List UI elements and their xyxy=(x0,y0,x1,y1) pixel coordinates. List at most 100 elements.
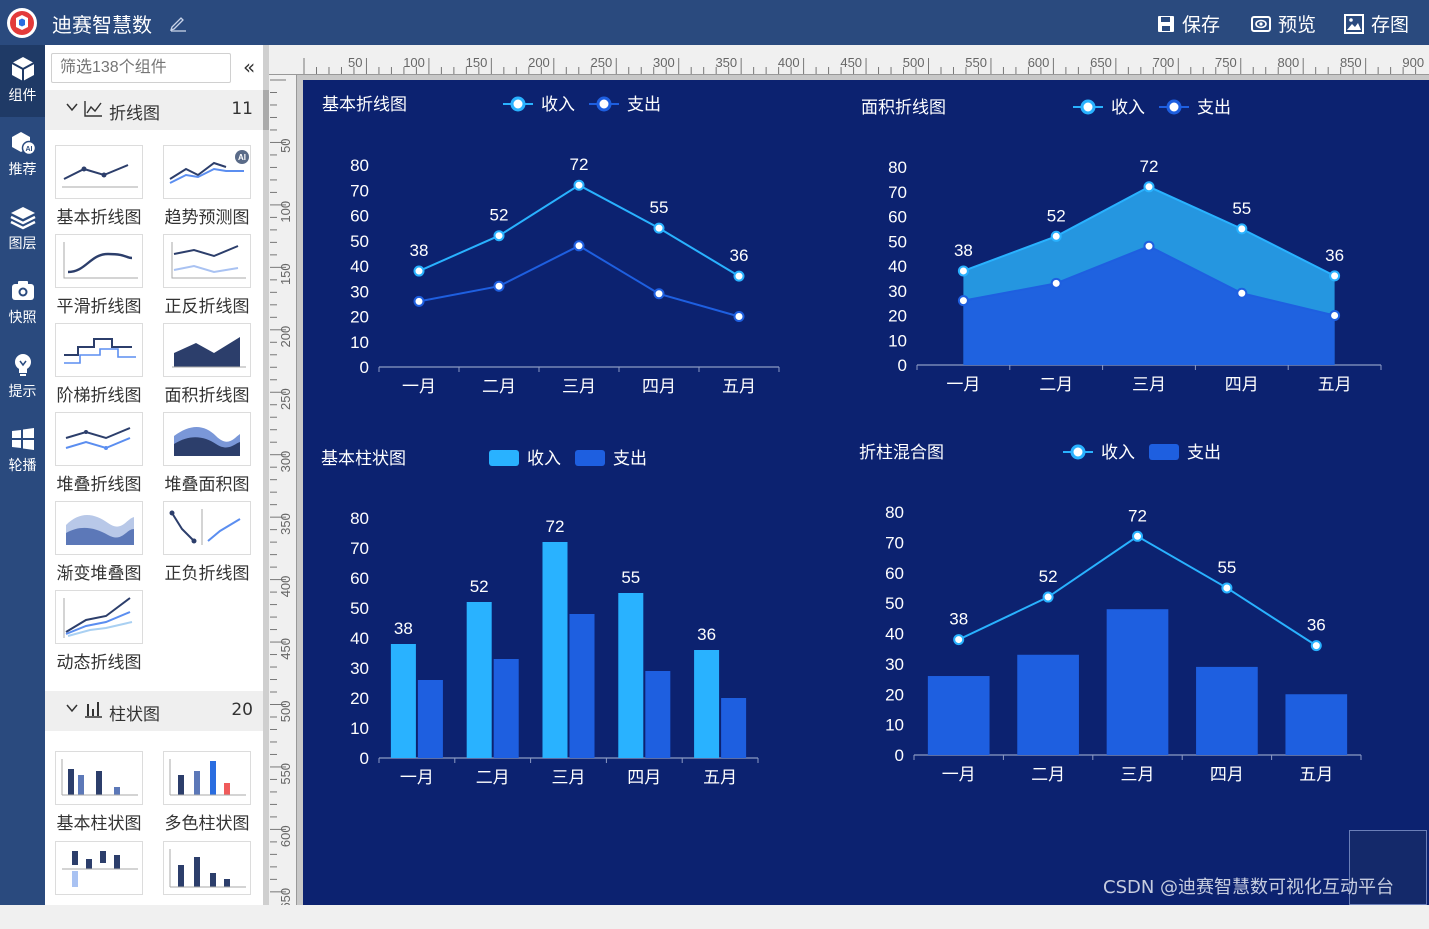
collapse-panel-button[interactable]: « xyxy=(243,55,256,79)
nav-tips[interactable]: 提示 xyxy=(0,341,45,413)
y-tick-label: 40 xyxy=(350,629,369,648)
component-tile[interactable]: 面积折线图 xyxy=(153,323,261,411)
y-tick-label: 0 xyxy=(360,749,369,768)
component-tile[interactable] xyxy=(153,841,261,929)
legend-swatch xyxy=(1149,444,1179,460)
x-tick-label: 五月 xyxy=(1299,765,1333,784)
component-tile[interactable]: 基本柱状图 xyxy=(45,751,153,839)
component-tile[interactable]: 动态折线图 xyxy=(45,590,153,678)
chart-thumbnail-icon xyxy=(171,242,246,279)
chart-thumbnail-icon xyxy=(169,759,246,796)
edit-pencil-icon[interactable] xyxy=(168,12,188,32)
chart-thumbnail-icon xyxy=(65,427,131,450)
nav-label: 推荐 xyxy=(8,162,37,178)
component-tile[interactable]: 平滑折线图 xyxy=(45,234,153,322)
bar-expense xyxy=(569,614,595,758)
data-label: 55 xyxy=(1217,558,1236,577)
x-tick-label: 三月 xyxy=(552,768,586,787)
data-point-income xyxy=(1132,530,1143,542)
nav-layers[interactable]: 图层 xyxy=(0,193,45,265)
y-tick-label: 30 xyxy=(888,282,907,301)
data-point-income xyxy=(493,230,505,242)
component-tile[interactable]: AI 趋势预测图 xyxy=(153,145,261,233)
ruler-label: 750 xyxy=(1215,55,1237,70)
data-point-income xyxy=(733,270,745,282)
y-tick-label: 40 xyxy=(888,257,907,276)
category-line-charts[interactable]: 折线图 11 xyxy=(45,90,263,130)
component-tile[interactable]: 渐变堆叠图 xyxy=(45,501,153,589)
bar-expense xyxy=(721,698,747,758)
y-tick-label: 20 xyxy=(885,685,904,704)
ruler-label: 350 xyxy=(715,55,737,70)
data-point-income xyxy=(957,265,969,277)
series-line-expense xyxy=(418,244,740,318)
nav-components[interactable]: 组件 xyxy=(0,45,45,117)
component-tile[interactable]: 基本折线图 xyxy=(45,145,153,233)
chart-thumbnail-icon xyxy=(62,851,138,887)
ruler-label: 300 xyxy=(653,55,675,70)
preview-button[interactable]: 预览 xyxy=(1250,10,1316,37)
legend-label: 支出 xyxy=(627,95,661,114)
category-count: 20 xyxy=(231,700,253,720)
y-tick-label: 60 xyxy=(888,208,907,227)
data-point-income xyxy=(413,265,425,277)
x-tick-label: 三月 xyxy=(1132,375,1166,394)
nav-snapshot[interactable]: 快照 xyxy=(0,267,45,339)
ruler-label: 600 xyxy=(278,825,293,847)
component-tile[interactable]: 正反折线图 xyxy=(153,234,261,322)
ai-recommend-icon: AI xyxy=(11,132,36,156)
data-label: 38 xyxy=(410,241,429,260)
image-save-icon xyxy=(1344,13,1364,34)
chart-title: 折柱混合图 xyxy=(859,443,944,462)
category-bar-charts[interactable]: 柱状图 20 xyxy=(45,691,263,731)
chart-title: 基本柱状图 xyxy=(321,449,406,468)
y-tick-label: 70 xyxy=(350,181,369,200)
nav-carousel[interactable]: 轮播 xyxy=(0,415,45,487)
line-chart-icon xyxy=(84,101,102,117)
data-point-expense xyxy=(733,311,745,322)
tile-thumbnail xyxy=(55,145,143,199)
category-label: 折线图 xyxy=(109,104,160,124)
ruler-label: 200 xyxy=(278,326,293,348)
legend-swatch xyxy=(489,450,519,466)
data-label: 72 xyxy=(1128,506,1147,525)
bar-expense xyxy=(1196,666,1258,755)
chart-title: 基本折线图 xyxy=(322,95,407,114)
nav-recommend[interactable]: AI 推荐 xyxy=(0,119,45,191)
ruler-label: 200 xyxy=(528,55,550,70)
svg-text:AI: AI xyxy=(25,146,32,153)
svg-text:AI: AI xyxy=(238,153,246,162)
component-tile[interactable] xyxy=(45,841,153,929)
design-canvas[interactable]: 基本折线图 收入 支出 0 10 20 30 40 50 60 70 80 一月 二月 三月 四月 五月 38 52… xyxy=(303,80,1429,905)
nav-label: 快照 xyxy=(8,310,37,326)
component-search-input[interactable] xyxy=(51,53,231,83)
ruler-label: 50 xyxy=(348,55,362,70)
component-tile[interactable]: 多色柱状图 xyxy=(153,751,261,839)
save-button[interactable]: 保存 xyxy=(1156,10,1220,37)
component-tile[interactable]: 堆叠折线图 xyxy=(45,412,153,500)
panel-scrollbar-thumb[interactable] xyxy=(263,90,269,130)
y-tick-label: 80 xyxy=(888,158,907,177)
component-tile[interactable]: 正负折线图 xyxy=(153,501,261,589)
tile-label: 堆叠折线图 xyxy=(56,475,142,495)
save-image-button[interactable]: 存图 xyxy=(1343,10,1409,37)
y-tick-label: 30 xyxy=(350,659,369,678)
bar-expense xyxy=(1106,609,1169,755)
x-tick-label: 一月 xyxy=(400,768,434,787)
tile-label: 正反折线图 xyxy=(164,297,250,317)
component-tile[interactable]: 阶梯折线图 xyxy=(45,323,153,411)
tile-thumbnail xyxy=(163,323,251,377)
x-tick-label: 一月 xyxy=(946,375,980,394)
data-label: 55 xyxy=(650,198,669,217)
data-point-expense xyxy=(1050,277,1062,289)
data-label: 52 xyxy=(470,577,489,596)
legend-label: 支出 xyxy=(613,449,647,468)
component-tile[interactable]: 堆叠面积图 xyxy=(153,412,261,500)
ruler-label: 550 xyxy=(278,763,293,785)
panel-scrollbar[interactable] xyxy=(263,45,269,905)
x-tick-label: 二月 xyxy=(482,377,516,396)
data-point-expense xyxy=(1329,310,1341,321)
data-label: 55 xyxy=(621,568,640,587)
chart-thumbnail-icon xyxy=(169,509,241,545)
